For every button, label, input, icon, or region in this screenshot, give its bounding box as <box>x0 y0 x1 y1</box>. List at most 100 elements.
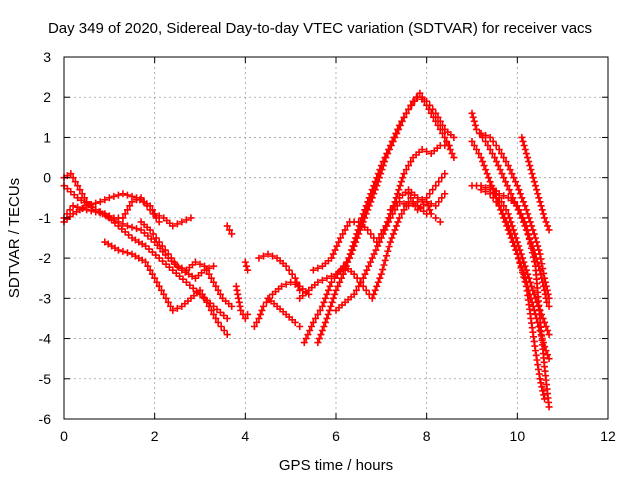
data-point <box>522 206 530 214</box>
data-point <box>333 242 341 250</box>
data-point <box>357 278 365 286</box>
data-point <box>473 125 481 133</box>
data-point <box>524 210 532 218</box>
y-tick-label: -4 <box>39 331 52 347</box>
data-point <box>316 306 324 314</box>
data-point <box>530 290 538 298</box>
data-point <box>520 258 528 266</box>
data-point <box>530 178 538 186</box>
data-point <box>92 206 100 214</box>
data-point <box>537 255 545 263</box>
data-point <box>527 244 535 252</box>
data-point <box>321 318 329 326</box>
data-point <box>376 238 384 246</box>
data-point <box>152 234 160 242</box>
data-point <box>394 125 402 133</box>
data-point <box>92 199 100 207</box>
y-tick-label: -6 <box>39 411 52 427</box>
data-point <box>482 188 490 196</box>
data-point <box>435 198 443 206</box>
data-point <box>291 318 299 326</box>
data-point <box>386 141 394 149</box>
data-point <box>146 206 154 214</box>
data-point <box>522 266 530 274</box>
data-point <box>323 314 331 322</box>
data-point <box>543 298 551 306</box>
data-point <box>383 222 391 230</box>
data-point <box>518 194 526 202</box>
data-point <box>203 266 211 274</box>
data-point <box>468 109 476 117</box>
data-point <box>258 306 266 314</box>
data-point <box>507 190 515 198</box>
data-point <box>354 226 362 234</box>
x-tick-label: 2 <box>151 428 159 444</box>
data-point <box>173 262 181 270</box>
y-tick-label: -5 <box>39 371 52 387</box>
data-point <box>545 226 553 234</box>
data-point <box>67 170 75 178</box>
data-point <box>407 158 415 166</box>
data-point <box>539 210 547 218</box>
data-point <box>320 322 328 330</box>
data-point <box>426 101 434 109</box>
data-point <box>205 302 213 310</box>
data-point <box>320 298 328 306</box>
data-point <box>337 234 345 242</box>
series-sat-u <box>477 129 553 302</box>
data-point <box>119 220 127 228</box>
data-point <box>170 258 178 266</box>
data-point <box>504 222 512 230</box>
y-tick-labels: -6 -5 -4 -3 -2 -1 0 1 2 3 <box>39 49 52 427</box>
data-point <box>225 226 233 234</box>
data-point <box>83 206 91 214</box>
data-point <box>350 270 358 278</box>
data-point <box>527 166 535 174</box>
data-point <box>385 146 393 154</box>
data-point <box>198 290 206 298</box>
data-point <box>285 266 293 274</box>
data-point <box>396 182 404 190</box>
data-point <box>531 234 539 242</box>
data-point <box>309 318 317 326</box>
y-tick-label: 0 <box>43 170 51 186</box>
data-point <box>541 278 549 286</box>
data-point <box>367 190 375 198</box>
data-point <box>379 230 387 238</box>
data-point <box>411 97 419 105</box>
data-point <box>477 154 485 162</box>
x-tick-label: 4 <box>241 428 249 444</box>
data-point <box>480 162 488 170</box>
data-point <box>314 264 322 272</box>
data-point <box>207 274 215 282</box>
data-point <box>399 174 407 182</box>
data-point <box>492 198 500 206</box>
data-point <box>495 190 503 198</box>
data-point <box>544 290 552 298</box>
data-point <box>441 133 449 141</box>
data-point <box>383 252 391 260</box>
data-point <box>479 158 487 166</box>
data-point <box>143 202 151 210</box>
data-point <box>71 178 79 186</box>
y-tick-label: -3 <box>39 290 52 306</box>
data-point <box>343 222 351 230</box>
data-point <box>522 222 530 230</box>
data-point <box>214 286 222 294</box>
data-point <box>414 194 422 202</box>
data-point <box>519 198 527 206</box>
data-point <box>517 210 525 218</box>
data-point <box>537 379 545 387</box>
data-point <box>148 270 156 278</box>
data-point <box>74 194 82 202</box>
data-point <box>502 178 510 186</box>
data-point <box>114 246 122 254</box>
data-point <box>244 310 252 318</box>
data-point <box>337 274 345 282</box>
data-point <box>540 391 548 399</box>
data-point <box>368 186 376 194</box>
data-point <box>162 294 170 302</box>
data-point <box>370 290 378 298</box>
data-point <box>381 256 389 264</box>
data-point <box>418 95 426 103</box>
